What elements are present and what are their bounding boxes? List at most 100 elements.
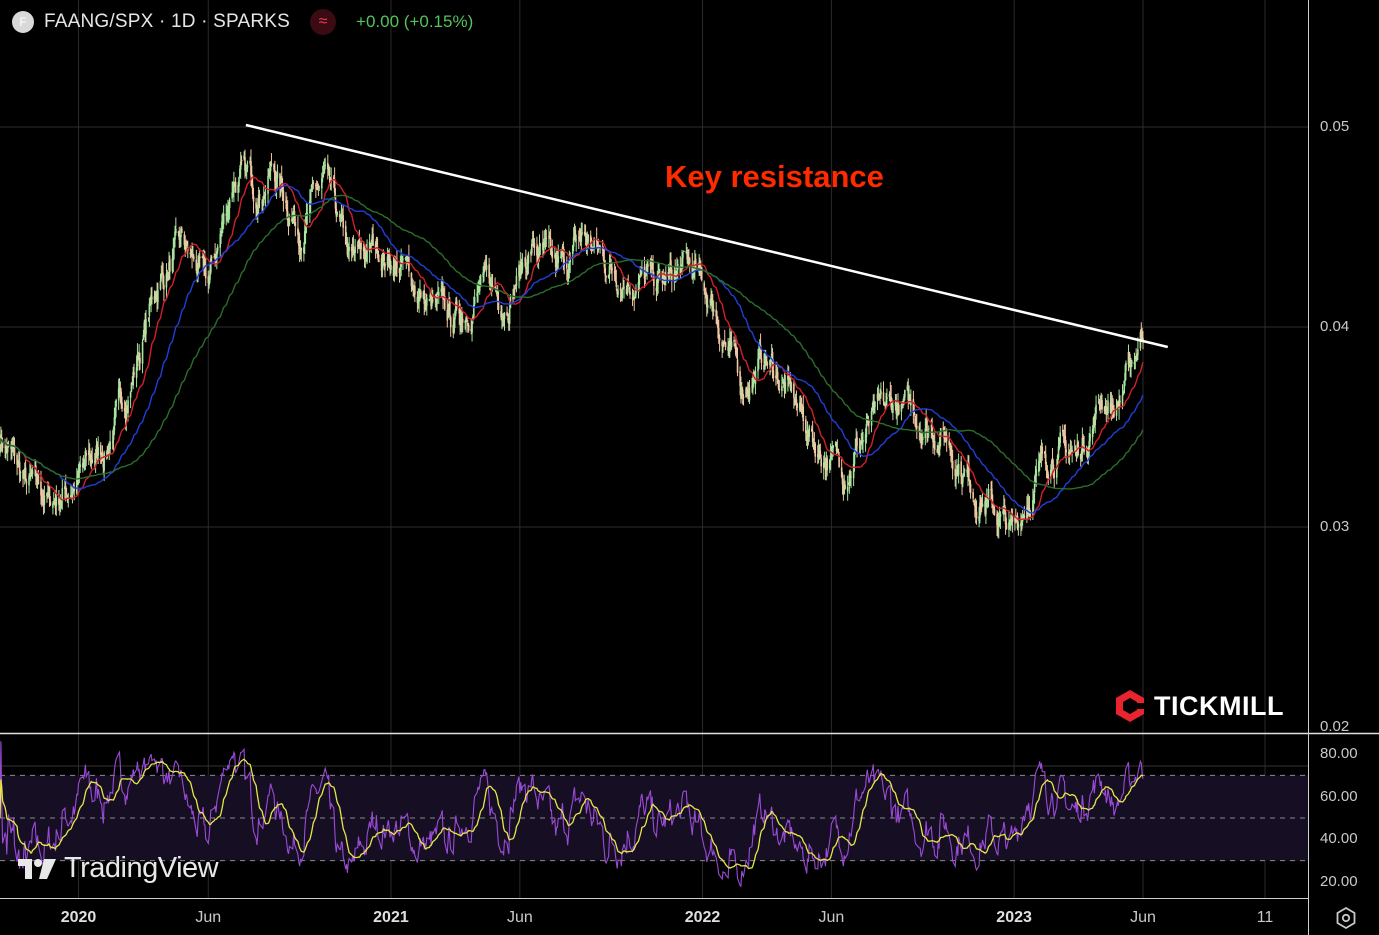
candle-body: [321, 178, 323, 189]
candle-body: [17, 462, 19, 464]
candle-body: [949, 447, 951, 451]
candle-body: [198, 256, 200, 267]
candle-body: [748, 387, 751, 401]
candle-body: [537, 252, 540, 262]
candle-body: [372, 233, 374, 246]
candle-body: [864, 434, 867, 442]
candle-body: [489, 278, 491, 291]
candle-body: [1080, 451, 1083, 459]
candle-body: [192, 254, 194, 256]
price-axis-label: 0.02: [1320, 718, 1350, 735]
candle-body: [889, 393, 892, 395]
candle-body: [58, 498, 60, 505]
candle-body: [94, 454, 97, 464]
candle-body: [770, 353, 773, 356]
candle-body: [740, 387, 743, 397]
candle-body: [340, 213, 343, 219]
candle-body: [951, 460, 954, 470]
candle-body: [904, 389, 906, 398]
candle-body: [787, 375, 789, 380]
candle-body: [441, 286, 443, 291]
candle-body: [1137, 349, 1139, 356]
candle-body: [1055, 469, 1058, 478]
indicator-badge-icon[interactable]: ≈: [310, 9, 337, 35]
candle-body: [36, 477, 39, 485]
candle-body: [22, 470, 24, 479]
candle-body: [716, 315, 718, 323]
candle-body: [906, 385, 909, 391]
candle-body: [993, 508, 996, 516]
candle-body: [554, 253, 557, 268]
candle-body: [1129, 365, 1131, 368]
candle-body: [363, 251, 366, 259]
candle-body: [915, 422, 917, 428]
candle-body: [938, 448, 940, 451]
candle-body: [127, 400, 129, 414]
candle-body: [653, 278, 655, 287]
candle-body: [375, 238, 378, 249]
candle-body: [587, 234, 589, 243]
candle-body: [496, 292, 498, 295]
candle-body: [723, 341, 725, 344]
trendline-layer[interactable]: [245, 123, 1169, 349]
candle-body: [405, 257, 408, 261]
candle-body: [97, 447, 99, 456]
candle-body: [957, 464, 960, 476]
candle-body: [471, 321, 473, 333]
candle-body: [326, 162, 329, 170]
candle-body: [240, 159, 243, 162]
candle-body: [538, 246, 541, 254]
candle-body: [304, 221, 307, 234]
candle-body: [1003, 505, 1006, 510]
candle-body: [1026, 507, 1028, 520]
candle-body: [640, 269, 642, 276]
candle-body: [793, 383, 795, 398]
candle-body: [276, 171, 279, 179]
candle-body: [1065, 449, 1067, 453]
candle-body: [519, 266, 521, 275]
candle-body: [483, 265, 485, 274]
chart-title[interactable]: FAANG/SPX · 1D · SPARKS: [44, 11, 291, 32]
candle-body: [549, 237, 552, 250]
candle-body: [494, 286, 496, 288]
candle-body: [853, 454, 856, 465]
candle-body: [23, 471, 25, 479]
candle-body: [449, 302, 451, 317]
time-axis-label: Jun: [1130, 909, 1156, 926]
key-resistance-trendline[interactable]: [245, 123, 1169, 349]
candle-body: [554, 255, 556, 257]
candle-body: [13, 445, 16, 456]
candle-body: [120, 391, 123, 405]
candle-body: [54, 500, 57, 509]
candle-body: [781, 385, 783, 391]
candle-body: [352, 245, 355, 251]
candle-body: [191, 248, 193, 258]
candle-body: [216, 250, 218, 262]
candle-body: [735, 356, 738, 358]
candle-body: [178, 230, 181, 240]
candle-body: [210, 256, 213, 259]
candle-body: [500, 311, 502, 318]
candle-body: [670, 260, 672, 270]
candle-body: [204, 262, 206, 267]
candle-body: [72, 487, 75, 493]
candle-body: [490, 283, 493, 288]
candle-body: [568, 260, 571, 271]
candle-body: [832, 445, 834, 449]
candle-body: [448, 303, 450, 310]
candle-body: [185, 242, 187, 251]
candle-body: [810, 428, 813, 432]
candle-body: [662, 280, 665, 282]
settings-gear-icon[interactable]: [1334, 906, 1358, 930]
symbol-icon[interactable]: F: [12, 11, 34, 33]
candle-body: [189, 252, 192, 254]
annotation-key-resistance[interactable]: Key resistance: [665, 159, 884, 194]
candle-body: [1004, 512, 1007, 525]
candle-body: [5, 447, 7, 450]
candle-body: [524, 259, 526, 261]
candle-body: [623, 286, 625, 289]
candle-body: [299, 247, 302, 255]
candle-body: [1009, 518, 1012, 523]
candle-body: [646, 265, 648, 271]
